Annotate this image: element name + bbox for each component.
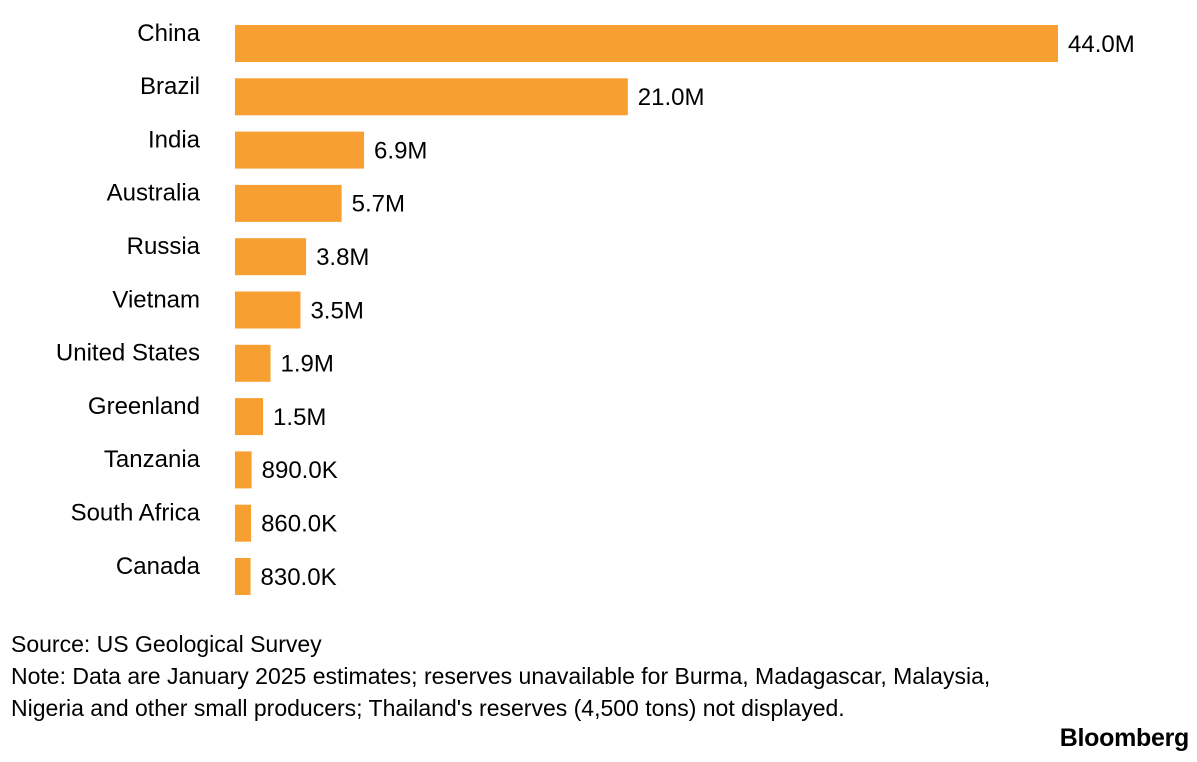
bar-brazil [235,78,628,116]
bloomberg-logo: Bloomberg [1059,724,1190,752]
chart-footer: Source: US Geological Survey Note: Data … [11,628,1041,724]
bar-vietnam [235,291,301,329]
source-text: Source: US Geological Survey [11,631,322,657]
category-label-brazil: Brazil [140,73,200,100]
category-label-south-africa: South Africa [71,500,201,527]
value-label-china: 44.0M [1068,31,1135,58]
value-label-india: 6.9M [374,137,427,164]
category-label-china: China [137,20,200,47]
value-label-united-states: 1.9M [281,351,334,378]
category-label-vietnam: Vietnam [112,286,200,313]
note-text: Note: Data are January 2025 estimates; r… [11,663,991,721]
bar-chart: China 44.0M Brazil 21.0M India 6.9M Australia 5… [56,20,1135,595]
value-label-south-africa: 860.0K [261,511,337,538]
category-label-canada: Canada [116,553,201,580]
bar-india [235,131,365,169]
value-label-russia: 3.8M [316,244,369,271]
bar-tanzania [235,451,252,489]
bar-australia [235,184,342,222]
value-label-vietnam: 3.5M [310,297,363,324]
category-label-australia: Australia [107,180,201,207]
value-label-brazil: 21.0M [638,84,705,111]
bar-greenland [235,398,264,436]
category-label-united-states: United States [56,340,200,367]
bars-group: China 44.0M Brazil 21.0M India 6.9M Australia 5… [56,20,1135,595]
bar-south-africa [235,504,252,542]
bar-russia [235,238,307,276]
value-label-canada: 830.0K [261,564,337,591]
value-label-australia: 5.7M [352,191,405,218]
value-label-tanzania: 890.0K [262,457,338,484]
category-label-greenland: Greenland [88,393,200,420]
category-label-russia: Russia [127,233,201,260]
bar-united-states [235,344,271,382]
bar-canada [235,558,251,595]
value-label-greenland: 1.5M [273,404,326,431]
category-label-tanzania: Tanzania [104,446,201,473]
category-label-india: India [148,126,201,153]
bar-china [235,25,1058,62]
